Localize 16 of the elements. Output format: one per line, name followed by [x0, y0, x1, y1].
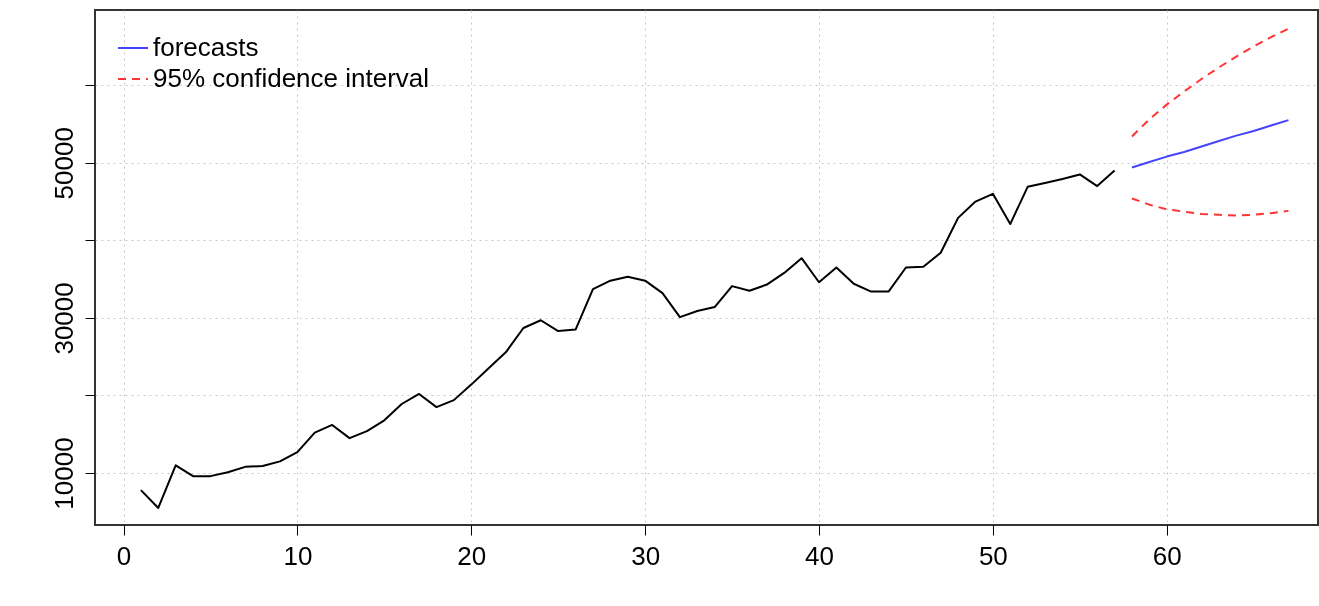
line-series — [1130, 197, 1290, 217]
x-tick-label: 30 — [631, 540, 661, 571]
legend-label: forecasts — [153, 32, 259, 62]
y-tick-label: 30000 — [48, 282, 79, 355]
line-series — [139, 169, 1116, 509]
x-tick-label: 60 — [1152, 540, 1182, 571]
x-tick-label: 50 — [978, 540, 1008, 571]
x-tick-label: 10 — [283, 540, 313, 571]
line-series — [1130, 119, 1290, 169]
y-tick-label: 10000 — [48, 437, 79, 510]
legend-label: 95% confidence interval — [153, 63, 430, 93]
x-tick-label: 20 — [457, 540, 487, 571]
line-series — [1130, 27, 1290, 138]
x-tick-label: 0 — [116, 540, 132, 571]
x-tick-label: 40 — [805, 540, 834, 571]
y-tick-label: 50000 — [48, 127, 79, 200]
